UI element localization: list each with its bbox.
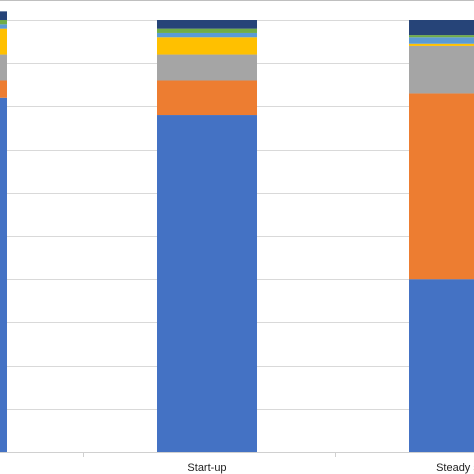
bar-segment [0, 24, 7, 29]
bar-segment [409, 93, 474, 280]
bar-segment [0, 97, 7, 452]
bar-segment [157, 20, 257, 29]
bar-segment [157, 54, 257, 81]
bar-segment [157, 80, 257, 116]
bar-segment [409, 279, 474, 452]
x-tick-label: Steady st [436, 462, 474, 474]
bar-segment [0, 28, 7, 55]
bar-segment [409, 45, 474, 94]
bar-segment [157, 28, 257, 33]
bar-segment [409, 20, 474, 36]
bar-segment [0, 54, 7, 81]
bar-segment [0, 11, 7, 20]
bar-segment [157, 37, 257, 55]
x-tick-labels: Start-up Steady st [187, 462, 474, 474]
x-tick-label: Start-up [187, 462, 226, 474]
bar-segment [409, 35, 474, 38]
bar-segment [0, 80, 7, 98]
bar-segment [157, 115, 257, 452]
bars [0, 11, 474, 452]
bar-segment [157, 32, 257, 38]
bar-segment [409, 43, 474, 46]
bar-segment [0, 20, 7, 25]
bar-segment [409, 37, 474, 44]
